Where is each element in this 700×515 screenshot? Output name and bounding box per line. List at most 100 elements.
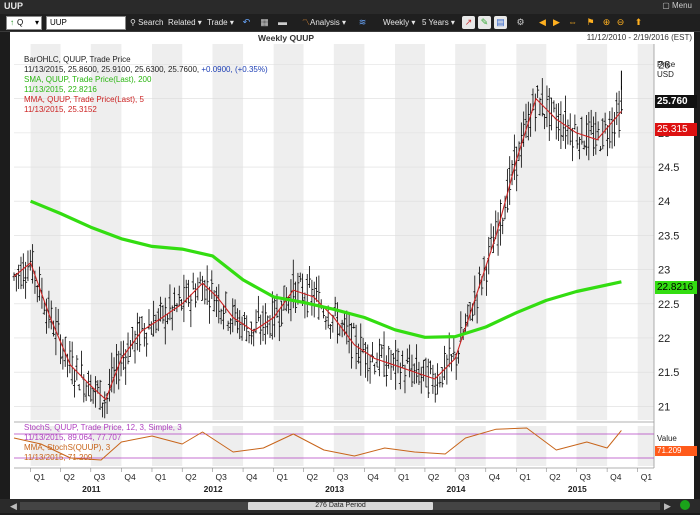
analysis-menu[interactable]: 〽Analysis ▾: [302, 18, 347, 27]
price-tick-label: 22.5: [658, 299, 679, 311]
quarter-label: Q1: [34, 472, 46, 482]
related-menu[interactable]: Related ▾: [168, 18, 202, 27]
zoom-fit-icon[interactable]: ⇔: [568, 17, 577, 27]
pin-icon[interactable]: ⬆: [634, 17, 643, 27]
grid-icon[interactable]: ▤: [494, 16, 507, 29]
price-tick-label: 26: [658, 60, 670, 72]
undo-icon[interactable]: ↶: [242, 17, 251, 27]
quarter-band: [30, 44, 61, 420]
quarter-label: Q2: [428, 472, 440, 482]
quarter-label: Q1: [519, 472, 531, 482]
range-label: 5 Years: [422, 18, 449, 27]
symbol-type-dropdown[interactable]: ↑ Q ▾: [6, 16, 42, 30]
quarter-label: Q3: [458, 472, 470, 482]
price-tick-label: 24: [658, 196, 670, 208]
quarter-label: Q1: [398, 472, 410, 482]
scroll-left-icon[interactable]: ◀: [10, 501, 17, 511]
stoch-mma-legend-title: MMA, StochS(QUUP), 3: [24, 443, 111, 452]
quarter-band: [516, 44, 547, 420]
quarter-label: Q2: [185, 472, 197, 482]
menu-label: Menu: [671, 1, 692, 10]
live-status-icon: [680, 500, 690, 510]
stoch-quarter-band: [151, 426, 183, 466]
trade-menu[interactable]: Trade ▾: [207, 18, 234, 27]
search-button[interactable]: ⚲ Search: [130, 16, 163, 29]
quarter-label: Q3: [580, 472, 592, 482]
range-dropdown[interactable]: 5 Years ▾: [422, 18, 455, 27]
stoch-legend-title: StochS, QUUP, Trade Price, 12, 3, Simple…: [24, 423, 182, 432]
sma-legend-title: SMA, QUUP, Trade Price(Last), 200: [24, 75, 152, 84]
flag-icon[interactable]: ⚑: [586, 17, 595, 27]
price-tick-label: 21: [658, 401, 670, 413]
draw-tool-icon[interactable]: ✎: [478, 16, 491, 29]
symbol-input[interactable]: [47, 17, 125, 28]
studies-icon[interactable]: ≋: [358, 17, 367, 27]
quarter-band: [212, 44, 244, 420]
quarter-band: [637, 44, 654, 420]
stoch-line: [13, 427, 622, 461]
stoch-axis-title: Value: [657, 434, 677, 443]
stoch-quarter-band: [333, 426, 365, 466]
step-forward-icon[interactable]: ▶: [553, 17, 560, 27]
quarter-label: Q3: [337, 472, 349, 482]
quarter-label: Q3: [94, 472, 106, 482]
search-icon: ⚲: [130, 18, 136, 27]
menu-button[interactable]: ▢ Menu: [662, 1, 692, 10]
data-period-label: 276 Data Period: [315, 502, 366, 509]
stoch-legend-value: 11/13/2015, 89.064, 77.707: [24, 433, 122, 442]
analysis-icon: 〽: [302, 18, 310, 27]
mma-legend-value: 11/13/2015, 25.3152: [24, 105, 97, 114]
folder-icon[interactable]: ▬: [278, 17, 287, 27]
scrollbar-thumb[interactable]: 276 Data Period: [248, 502, 433, 510]
sma-price-tag: 22.8216: [655, 281, 697, 294]
symbol-search-field[interactable]: [46, 16, 126, 30]
quarter-label: Q4: [124, 472, 136, 482]
quarter-label: Q4: [610, 472, 622, 482]
bar-legend-values: 11/13/2015, 25.8600, 25.9100, 25.6300, 2…: [24, 65, 268, 74]
stoch-quarter-band: [637, 426, 654, 466]
settings-icon[interactable]: ⚙: [516, 17, 525, 27]
quarter-label: Q2: [549, 472, 561, 482]
last-price-tag: 25.760: [655, 95, 697, 108]
search-label: Search: [138, 18, 164, 27]
quarter-label: Q3: [215, 472, 227, 482]
price-tick-label: 24.5: [658, 162, 679, 174]
price-axis-title: Price USD: [657, 60, 675, 80]
quarter-label: Q4: [367, 472, 379, 482]
interval-dropdown[interactable]: Weekly ▾: [383, 18, 416, 27]
analysis-label: Analysis: [310, 18, 340, 27]
mma-line: [13, 98, 622, 401]
stoch-quarter-band: [395, 426, 425, 466]
sma-line: [29, 199, 622, 339]
chart-date-range: 11/12/2010 - 2/19/2016 (EST): [586, 33, 692, 42]
quarter-label: Q4: [246, 472, 258, 482]
scroll-right-icon[interactable]: ▶: [664, 501, 671, 511]
stoch-quarter-band: [516, 426, 547, 466]
bar-legend-title: BarOHLC, QUUP, Trade Price: [24, 55, 131, 64]
stoch-quarter-band: [455, 426, 486, 466]
window-title: UUP: [4, 1, 24, 11]
year-label: 2015: [568, 484, 587, 494]
zoom-in-icon[interactable]: ⊕: [602, 17, 611, 27]
scrollbar-track[interactable]: 276 Data Period: [20, 502, 660, 510]
quarter-label: Q2: [307, 472, 319, 482]
mma-legend-title: MMA, QUUP, Trade Price(Last), 5: [24, 95, 144, 104]
quarter-label: Q4: [489, 472, 501, 482]
interval-label: Weekly: [383, 18, 410, 27]
zoom-out-icon[interactable]: ⊖: [616, 17, 625, 27]
symbol-prefix: Q: [17, 18, 24, 27]
quarter-band: [576, 44, 608, 420]
trade-label: Trade: [207, 18, 228, 27]
chart-type-icon[interactable]: ▦: [260, 17, 269, 27]
price-tick-label: 23: [658, 265, 670, 277]
price-tick-label: 21.5: [658, 367, 679, 379]
price-axis-unit: USD: [657, 70, 674, 79]
toolbar: ↑Q▾ ⚲ Search Related ▾ Trade ▾ ↶ ▦ ▬ 〽An…: [0, 14, 700, 32]
price-tick-label: 23.5: [658, 230, 679, 242]
step-back-icon[interactable]: ◀: [539, 17, 546, 27]
quarter-label: Q1: [155, 472, 167, 482]
quarter-label: Q2: [64, 472, 76, 482]
quarter-label: Q1: [277, 472, 289, 482]
line-chart-icon[interactable]: ↗: [462, 16, 475, 29]
